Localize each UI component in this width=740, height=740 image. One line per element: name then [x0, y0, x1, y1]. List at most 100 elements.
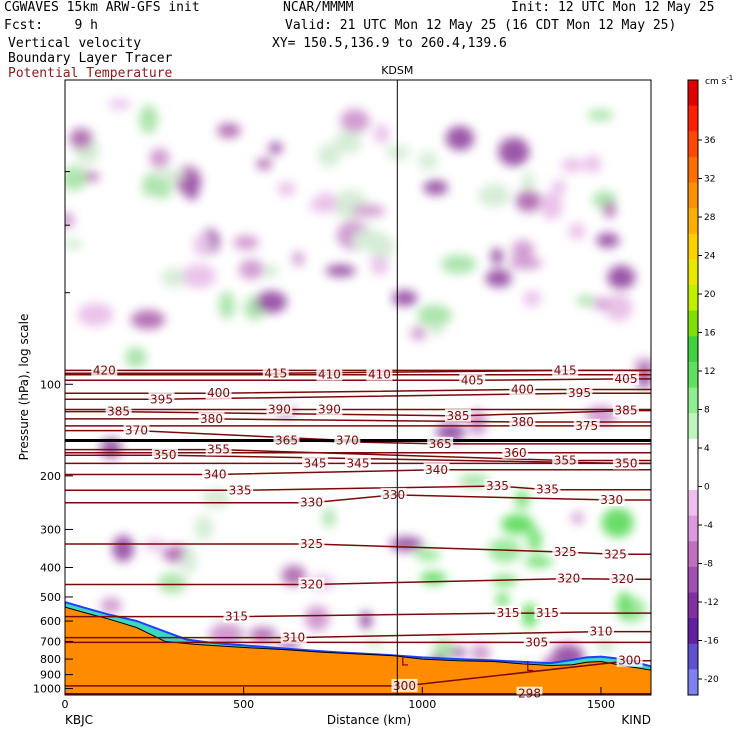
velocity-cell — [576, 295, 595, 307]
theta-label: 298 — [518, 687, 541, 701]
theta-label-bg — [205, 386, 232, 400]
theta-label: 315 — [497, 606, 520, 620]
velocity-cell — [112, 535, 134, 562]
theta-contour-385 — [65, 409, 651, 417]
velocity-cell — [292, 251, 305, 266]
y-tick-label: 900 — [40, 669, 61, 682]
colorbar-swatch — [688, 413, 698, 440]
velocity-cell — [139, 104, 158, 134]
theta-contour-315 — [65, 612, 651, 618]
theta-label-bg — [516, 686, 543, 700]
theta-label-bg — [613, 371, 639, 385]
velocity-cell — [108, 99, 131, 110]
colorbar-tick-label: 20 — [704, 290, 716, 300]
y-tick-label: 400 — [40, 561, 61, 574]
colorbar-swatch — [688, 208, 698, 235]
velocity-cell — [238, 259, 264, 280]
velocity-cell — [208, 623, 245, 647]
colorbar-tick-label: -16 — [704, 637, 719, 647]
velocity-cell — [65, 165, 86, 191]
velocity-cell — [414, 548, 441, 562]
theta-contour-395 — [65, 392, 651, 401]
velocity-cell — [445, 126, 475, 151]
theta-label-bg — [316, 367, 343, 381]
start-station-label: KBJC — [65, 713, 93, 727]
theta-label-bg — [555, 571, 582, 585]
colorbar-tick-label: 24 — [704, 252, 716, 262]
theta-label: 325 — [604, 547, 627, 561]
colorbar-tick-label: -20 — [704, 675, 719, 685]
colorbar-swatch — [688, 336, 698, 363]
velocity-cell — [418, 151, 438, 171]
velocity-cell — [508, 257, 543, 270]
theta-label: 405 — [461, 373, 484, 387]
theta-label: 330 — [300, 496, 323, 510]
theta-label-bg — [616, 653, 643, 667]
theta-label: 335 — [229, 483, 252, 497]
x-tick-label: 1500 — [587, 698, 615, 711]
colorbar-tick-label: 12 — [704, 367, 715, 377]
low-marker: L — [526, 660, 534, 675]
velocity-cell — [182, 547, 197, 574]
velocity-cell — [540, 192, 563, 220]
velocity-cell — [511, 240, 535, 260]
velocity-cell — [157, 572, 187, 594]
theta-label: 385 — [615, 404, 638, 418]
theta-label-bg — [91, 363, 118, 377]
colorbar-tick-label: -4 — [704, 521, 713, 531]
velocity-cell — [370, 235, 395, 259]
velocity-texture — [65, 99, 651, 683]
colorbar-swatch — [688, 182, 698, 209]
theta-label-bg — [273, 433, 300, 447]
field-boundary-layer-tracer: Boundary Layer Tracer — [8, 51, 173, 66]
velocity-cell — [595, 638, 616, 655]
theta-contour-310 — [65, 630, 651, 639]
colorbar-swatch — [688, 515, 698, 542]
theta-label: 355 — [207, 443, 230, 457]
plot-frame — [64, 79, 652, 696]
theta-label: 345 — [304, 456, 327, 470]
theta-label-bg — [534, 482, 561, 496]
theta-label: 300 — [393, 679, 416, 693]
theta-labels: 420 415 410 410 415 405 405 400 400 395 395 390 390 3… — [91, 363, 643, 701]
theta-label-bg — [391, 678, 418, 692]
theta-label: 410 — [368, 368, 391, 382]
theta-label: 355 — [554, 454, 577, 468]
theta-label-bg — [334, 433, 361, 447]
theta-label: 340 — [204, 468, 227, 482]
colorbar-swatch — [688, 592, 698, 619]
theta-label-bg — [302, 456, 329, 470]
colorbar-swatch — [688, 490, 698, 517]
theta-label-bg — [266, 402, 293, 416]
velocity-cell — [389, 536, 424, 552]
velocity-cell — [457, 474, 490, 488]
velocity-cell — [217, 123, 241, 138]
y-tick-label: 1000 — [33, 683, 61, 696]
theta-label-bg — [613, 456, 639, 470]
colorbar-swatch — [688, 464, 698, 491]
theta-label-bg — [298, 537, 325, 550]
velocity-cell — [571, 511, 584, 524]
theta-label: 390 — [318, 403, 341, 417]
theta-label: 370 — [125, 424, 148, 438]
y-tick-label: 300 — [40, 523, 61, 536]
theta-label-bg — [552, 453, 579, 467]
theta-label-bg — [459, 373, 486, 387]
theta-label: 350 — [615, 456, 638, 470]
theta-contour-380 — [65, 418, 651, 423]
velocity-cell — [593, 297, 611, 310]
theta-label: 385 — [447, 409, 470, 423]
theta-label: 310 — [590, 625, 613, 639]
velocity-cell — [193, 233, 212, 256]
colorbar-swatch — [688, 618, 698, 645]
velocity-cell — [490, 247, 504, 265]
velocity-cell — [100, 597, 122, 614]
valid-time: Valid: 21 UTC Mon 12 May 25 (16 CDT Mon … — [285, 18, 677, 33]
colorbar-swatch — [688, 156, 698, 183]
theta-label-bg — [613, 403, 639, 417]
velocity-cell — [218, 291, 235, 320]
velocity-cell — [255, 290, 287, 314]
velocity-cell — [153, 169, 185, 181]
center-label: NCAR/MMMM — [283, 0, 354, 15]
theta-label-bg — [298, 495, 325, 509]
